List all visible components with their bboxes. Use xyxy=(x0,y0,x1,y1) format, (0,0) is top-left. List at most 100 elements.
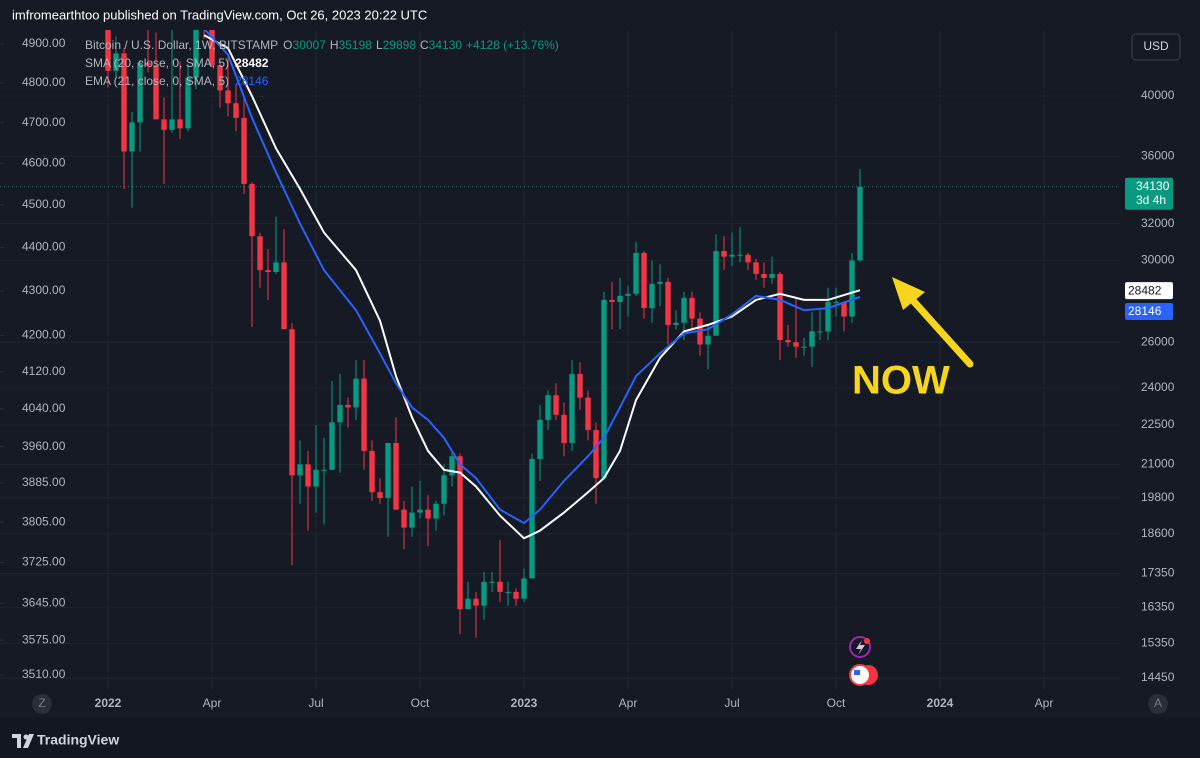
candle-body xyxy=(689,297,695,319)
button-bg[interactable] xyxy=(32,694,52,714)
y2-tick-label: 4120.00 xyxy=(22,364,66,378)
candle-body xyxy=(345,404,351,408)
candle-body xyxy=(849,260,855,317)
last-price-box xyxy=(1125,177,1173,210)
currency[interactable]: USD xyxy=(1143,39,1169,53)
candle-body xyxy=(369,450,375,493)
candle-body xyxy=(481,581,487,606)
candle-body xyxy=(161,119,167,130)
x-tick-label: Jul xyxy=(724,696,739,710)
candle-body xyxy=(673,322,679,325)
y2-tick-label: 4200.00 xyxy=(22,328,66,342)
candle-body xyxy=(105,30,111,71)
y-tick-label: 21000 xyxy=(1141,457,1175,471)
candle-body xyxy=(209,30,215,66)
legend-symbol: Bitcoin / U.S. Dollar, 1W, BITSTAMP xyxy=(85,38,278,52)
candle-body xyxy=(785,340,791,343)
candle-body xyxy=(137,62,143,123)
candle-body xyxy=(401,509,407,528)
candle-body xyxy=(825,301,831,332)
countdown: 3d 4h xyxy=(1136,193,1166,207)
legend-key: O xyxy=(283,38,292,52)
candle-body xyxy=(601,299,607,479)
candle-body xyxy=(833,301,839,303)
flag-canton xyxy=(854,670,860,675)
candle-body xyxy=(593,430,599,479)
y2-tick-label: 3645.00 xyxy=(22,596,66,610)
y-tick-label: 36000 xyxy=(1141,148,1175,162)
legend-change: +4128 (+13.76%) xyxy=(466,38,559,52)
logo xyxy=(12,734,34,748)
currency-button[interactable] xyxy=(1131,33,1181,61)
y2-tick-label: 4600.00 xyxy=(22,156,66,170)
candle-body xyxy=(225,90,231,104)
legend-value: 29898 xyxy=(383,38,417,52)
legend-value: 30007 xyxy=(293,38,327,52)
candle-body xyxy=(529,458,535,579)
x-tick-label: 2024 xyxy=(927,696,954,710)
candle-body xyxy=(745,254,751,263)
candle-body xyxy=(497,581,503,592)
event-icon-bolt xyxy=(856,640,865,655)
candle-body xyxy=(657,281,663,284)
candle-body xyxy=(633,252,639,294)
y2-tick-label: 4040.00 xyxy=(22,401,66,415)
last-price-label: 34130 xyxy=(1136,179,1170,193)
candle-body xyxy=(721,251,727,257)
candle-body xyxy=(641,252,647,309)
candle-body xyxy=(625,293,631,296)
legend: Bitcoin / U.S. Dollar, 1W, BITSTAMP O 3000… xyxy=(85,38,559,88)
candle-body xyxy=(521,578,527,599)
y2-tick-label: 4700.00 xyxy=(22,115,66,129)
y-tick-label: 32000 xyxy=(1141,216,1175,230)
candle-body xyxy=(337,404,343,423)
legend-value: 28482 xyxy=(235,56,269,70)
x-tick-label: Apr xyxy=(1035,696,1054,710)
candle-body xyxy=(761,273,767,278)
candle-body xyxy=(113,53,119,71)
candle-body xyxy=(809,331,815,347)
y2-tick-label: 3885.00 xyxy=(22,475,66,489)
x-tick-label: Jul xyxy=(308,696,323,710)
candle-body xyxy=(713,251,719,336)
x-tick-label: Oct xyxy=(827,696,846,710)
candle-body xyxy=(353,378,359,408)
candle-body xyxy=(617,295,623,302)
legend-value: 34130 xyxy=(429,38,463,52)
button[interactable]: Z xyxy=(38,696,45,710)
candle-body xyxy=(441,475,447,504)
candle-body xyxy=(465,598,471,610)
candle-body xyxy=(537,419,543,459)
candle-body xyxy=(449,456,455,476)
legend-key: C xyxy=(420,38,429,52)
event-icon[interactable] xyxy=(849,636,871,658)
candle-body xyxy=(377,492,383,498)
legend-key: L xyxy=(376,38,383,52)
y2-tick-label: 3575.00 xyxy=(22,632,66,646)
candle-body xyxy=(585,397,591,431)
event-dot xyxy=(864,638,870,644)
logo-dot xyxy=(23,734,29,740)
plot-area xyxy=(0,30,1120,638)
arrow-shaft xyxy=(904,291,974,368)
y2-tick-label: 3805.00 xyxy=(22,514,66,528)
candle-body xyxy=(193,30,199,78)
candle-body xyxy=(409,512,415,528)
y-tick-label: 19800 xyxy=(1141,490,1175,504)
y2-tick-label: 4900.00 xyxy=(22,36,66,50)
indicator-price-label: 28146 xyxy=(1128,304,1162,318)
candle-body xyxy=(433,503,439,519)
candle-body xyxy=(265,270,271,273)
candle-body xyxy=(737,254,743,256)
button[interactable]: A xyxy=(1154,696,1162,710)
y2-tick-label: 4400.00 xyxy=(22,240,66,254)
candle-body xyxy=(753,262,759,274)
button-bg[interactable] xyxy=(1148,694,1168,714)
candle-body xyxy=(681,297,687,323)
candle-body xyxy=(169,119,175,130)
y-tick-label: 24000 xyxy=(1141,380,1175,394)
x-tick-label: 2022 xyxy=(95,696,122,710)
